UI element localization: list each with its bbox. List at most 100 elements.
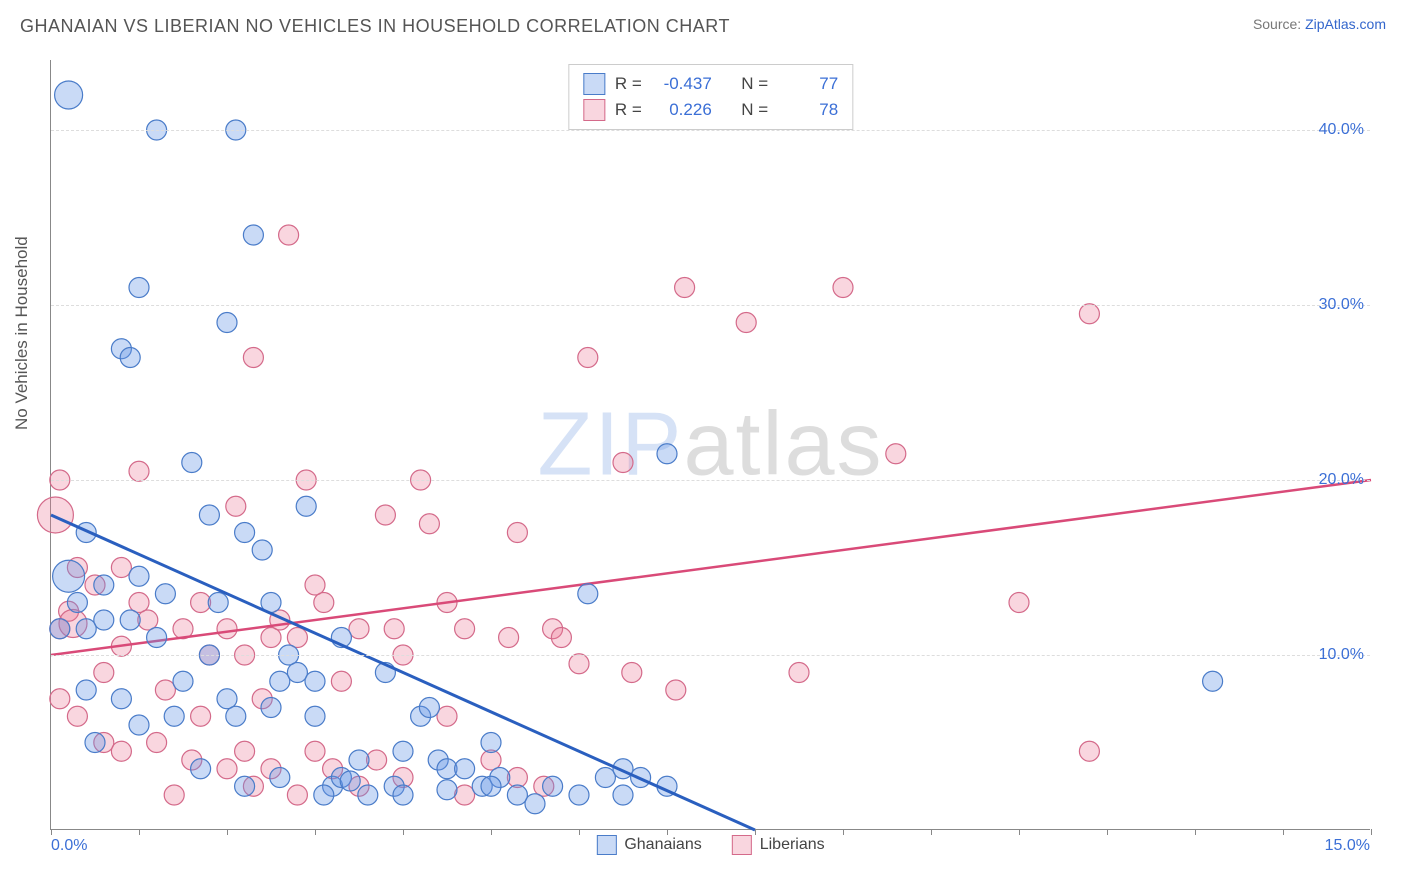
legend-row-ghanaians: R = -0.437 N = 77	[583, 71, 838, 97]
x-tick	[51, 829, 52, 835]
gridline	[51, 130, 1370, 131]
point-liberians	[217, 759, 237, 779]
gridline	[51, 655, 1370, 656]
point-ghanaians	[243, 225, 263, 245]
point-ghanaians	[208, 593, 228, 613]
point-liberians	[314, 593, 334, 613]
point-ghanaians	[270, 768, 290, 788]
n-value-liberians: 78	[778, 100, 838, 120]
point-liberians	[375, 505, 395, 525]
point-ghanaians	[182, 453, 202, 473]
plot-area: ZIPatlas R = -0.437 N = 77 R = 0.226 N =…	[50, 60, 1370, 830]
x-tick	[843, 829, 844, 835]
point-ghanaians	[393, 785, 413, 805]
r-value-liberians: 0.226	[652, 100, 712, 120]
point-liberians	[217, 619, 237, 639]
point-liberians	[551, 628, 571, 648]
point-liberians	[578, 348, 598, 368]
point-ghanaians	[305, 671, 325, 691]
swatch-ghanaians-icon	[583, 73, 605, 95]
x-tick	[755, 829, 756, 835]
point-liberians	[1079, 304, 1099, 324]
point-liberians	[1009, 593, 1029, 613]
point-liberians	[833, 278, 853, 298]
point-ghanaians	[67, 593, 87, 613]
point-ghanaians	[613, 785, 633, 805]
x-tick	[1195, 829, 1196, 835]
point-liberians	[437, 706, 457, 726]
point-liberians	[736, 313, 756, 333]
point-ghanaians	[235, 776, 255, 796]
chart-header: GHANAIAN VS LIBERIAN NO VEHICLES IN HOUS…	[20, 16, 1386, 46]
r-label: R =	[615, 74, 642, 94]
x-tick	[403, 829, 404, 835]
point-ghanaians	[226, 706, 246, 726]
x-tick	[1107, 829, 1108, 835]
swatch-liberians-icon	[732, 835, 752, 855]
legend-label-liberians: Liberians	[760, 836, 825, 854]
point-ghanaians	[305, 706, 325, 726]
point-liberians	[164, 785, 184, 805]
point-ghanaians	[340, 771, 360, 791]
point-liberians	[287, 785, 307, 805]
point-liberians	[279, 225, 299, 245]
x-tick-label: 15.0%	[1325, 837, 1370, 855]
point-ghanaians	[437, 759, 457, 779]
point-ghanaians	[481, 733, 501, 753]
series-legend: Ghanaians Liberians	[596, 835, 824, 855]
x-tick	[315, 829, 316, 835]
source-link[interactable]: ZipAtlas.com	[1305, 16, 1386, 32]
point-liberians	[507, 523, 527, 543]
point-liberians	[191, 706, 211, 726]
point-liberians	[37, 497, 73, 533]
point-ghanaians	[94, 610, 114, 630]
point-ghanaians	[199, 505, 219, 525]
point-ghanaians	[85, 733, 105, 753]
x-tick	[931, 829, 932, 835]
point-ghanaians	[657, 444, 677, 464]
point-liberians	[138, 610, 158, 630]
point-ghanaians	[481, 776, 501, 796]
point-ghanaians	[270, 671, 290, 691]
point-liberians	[226, 496, 246, 516]
point-ghanaians	[53, 560, 85, 592]
point-liberians	[384, 619, 404, 639]
gridline	[51, 305, 1370, 306]
point-ghanaians	[358, 785, 378, 805]
point-liberians	[886, 444, 906, 464]
x-tick	[139, 829, 140, 835]
correlation-legend: R = -0.437 N = 77 R = 0.226 N = 78	[568, 64, 853, 130]
point-liberians	[235, 741, 255, 761]
point-ghanaians	[147, 628, 167, 648]
point-ghanaians	[129, 566, 149, 586]
point-ghanaians	[217, 313, 237, 333]
r-label: R =	[615, 100, 642, 120]
point-ghanaians	[55, 81, 83, 109]
point-ghanaians	[525, 794, 545, 814]
n-label: N =	[741, 100, 768, 120]
point-ghanaians	[120, 348, 140, 368]
point-liberians	[675, 278, 695, 298]
point-ghanaians	[287, 663, 307, 683]
point-ghanaians	[120, 610, 140, 630]
point-liberians	[455, 785, 475, 805]
point-ghanaians	[543, 776, 563, 796]
x-tick	[1019, 829, 1020, 835]
point-ghanaians	[1203, 671, 1223, 691]
x-tick	[1283, 829, 1284, 835]
point-liberians	[111, 558, 131, 578]
point-liberians	[305, 741, 325, 761]
point-liberians	[419, 514, 439, 534]
x-tick	[579, 829, 580, 835]
point-ghanaians	[261, 698, 281, 718]
point-ghanaians	[578, 584, 598, 604]
gridline	[51, 480, 1370, 481]
n-value-ghanaians: 77	[778, 74, 838, 94]
point-ghanaians	[164, 706, 184, 726]
point-ghanaians	[191, 759, 211, 779]
point-ghanaians	[595, 768, 615, 788]
x-tick	[667, 829, 668, 835]
point-liberians	[50, 689, 70, 709]
swatch-ghanaians-icon	[596, 835, 616, 855]
point-liberians	[622, 663, 642, 683]
